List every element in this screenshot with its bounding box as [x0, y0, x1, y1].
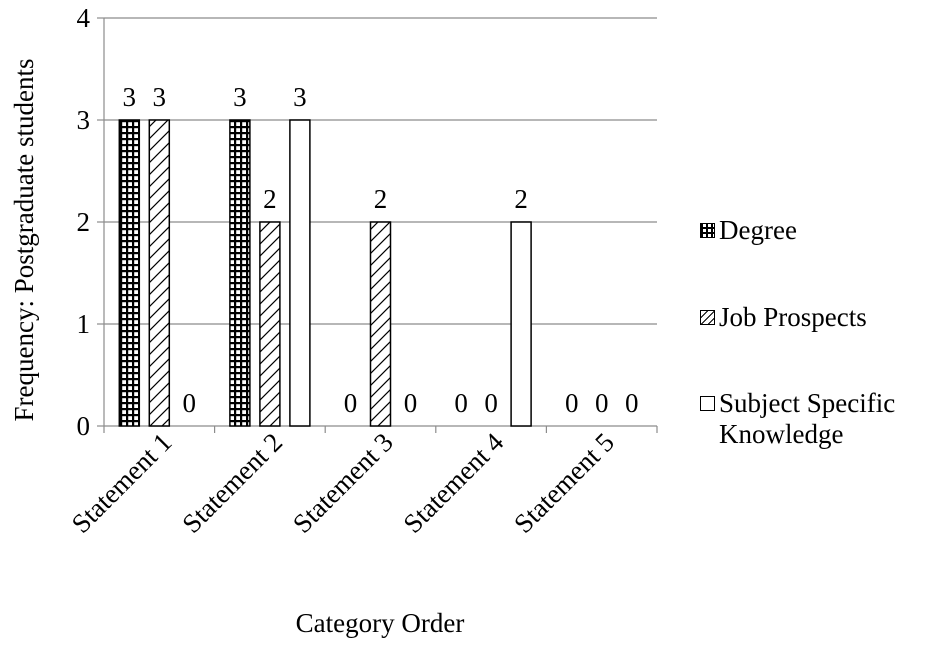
data-label: 0 [625, 388, 639, 418]
bar [118, 119, 141, 427]
y-tick-label: 2 [77, 207, 91, 237]
legend-label-job-prospects: Job Prospects [719, 302, 867, 332]
data-label: 3 [233, 82, 247, 112]
legend-label-subject-specific-knowledge: Subject Specific Knowledge [719, 388, 896, 449]
legend-label-degree: Degree [719, 215, 797, 245]
legend-item-job-prospects: Job Prospects [700, 302, 867, 333]
bar [510, 221, 532, 427]
bar [259, 221, 281, 427]
data-label: 0 [595, 388, 609, 418]
data-label: 3 [123, 82, 137, 112]
y-tick-label: 3 [77, 105, 91, 135]
legend-item-degree: Degree [700, 215, 797, 246]
y-tick-label: 4 [77, 3, 91, 33]
legend-swatch-subject-specific-knowledge [700, 396, 715, 411]
data-label: 3 [153, 82, 167, 112]
data-label: 0 [404, 388, 418, 418]
y-tick-label: 1 [77, 309, 91, 339]
bar [289, 119, 311, 427]
x-tick-label: Statement 1 [66, 427, 178, 539]
bar [229, 119, 251, 427]
bar [369, 221, 392, 427]
x-tick-label: Statement 3 [287, 427, 399, 539]
x-axis-title: Category Order [296, 608, 465, 638]
data-label: 0 [454, 388, 468, 418]
legend-swatch-job-prospects [700, 310, 715, 325]
y-axis-title: Frequency: Postgraduate students [9, 59, 39, 422]
data-label: 2 [514, 184, 528, 214]
x-tick-label: Statement 2 [176, 427, 288, 539]
data-label: 2 [263, 184, 277, 214]
data-label: 2 [374, 184, 388, 214]
data-label: 0 [344, 388, 358, 418]
data-label: 0 [183, 388, 197, 418]
legend-swatch-degree [700, 223, 715, 238]
data-label: 3 [293, 82, 307, 112]
legend-item-subject-specific-knowledge: Subject Specific Knowledge [700, 388, 937, 450]
bar [148, 119, 171, 427]
y-tick-label: 0 [77, 411, 91, 441]
data-label: 0 [565, 388, 579, 418]
x-tick-label: Statement 4 [397, 427, 509, 539]
data-label: 0 [484, 388, 498, 418]
x-tick-label: Statement 5 [508, 427, 620, 539]
